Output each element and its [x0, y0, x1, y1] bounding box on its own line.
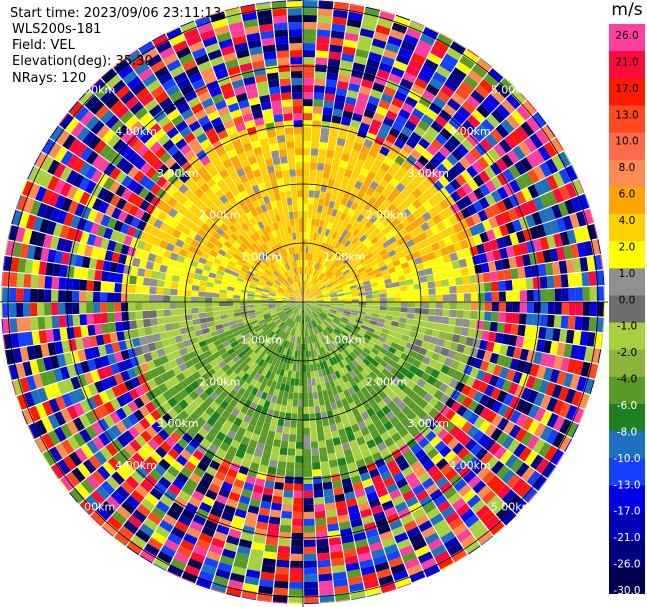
- colorbar-tick: -4.0: [617, 374, 638, 386]
- colorbar-tick: 8.0: [619, 162, 636, 174]
- colorbar-swatch: [609, 78, 645, 106]
- colorbar-swatch: [609, 458, 645, 486]
- range-label: 4.00km: [449, 459, 491, 472]
- colorbar-tick: -26.0: [613, 559, 640, 571]
- range-label: 4.00km: [449, 125, 491, 138]
- colorbar-swatch: [609, 159, 645, 188]
- colorbar-tick: -13.0: [613, 479, 640, 491]
- range-label: 2.00km: [199, 375, 241, 388]
- colorbar-tick: 21.0: [615, 56, 638, 68]
- range-label: 3.00km: [407, 417, 449, 430]
- range-label: 5.00km: [491, 83, 533, 96]
- start-time-label: Start time: 2023/09/06 23:11:13: [10, 6, 222, 21]
- colorbar-tick: 10.0: [615, 136, 638, 148]
- colorbar-swatch: [609, 295, 645, 324]
- instrument-label: WLS200s-181: [12, 22, 102, 37]
- range-label: 5.00km: [491, 501, 533, 514]
- range-label: 1.00km: [241, 334, 283, 347]
- colorbar-tick: -1.0: [617, 321, 638, 333]
- range-label: 3.00km: [157, 167, 199, 180]
- velocity-sectors: [1, 0, 605, 604]
- range-label: 2.00km: [199, 209, 241, 222]
- colorbar-swatch: [609, 566, 645, 594]
- range-label: 4.00km: [115, 459, 157, 472]
- colorbar-tick: -8.0: [617, 426, 638, 438]
- colorbar-tick: -6.0: [617, 400, 638, 412]
- range-label: 1.00km: [241, 250, 283, 263]
- colorbar-swatch: [609, 241, 645, 269]
- colorbar-tick: 6.0: [619, 189, 636, 201]
- colorbar-swatch: [609, 132, 645, 161]
- range-label: 2.00km: [366, 375, 408, 388]
- colorbar-tick: -21.0: [613, 532, 640, 544]
- range-labels: 1.00km 1.00km 1.00km 1.00km 2.00km 2.00km 2.00…: [74, 83, 533, 513]
- range-label: 2.00km: [366, 209, 408, 222]
- colorbar-unit: m/s: [611, 0, 643, 20]
- elevation-label: Elevation(deg): 35.30: [12, 54, 153, 69]
- colorbar-swatch: [609, 512, 645, 541]
- colorbar-tick: 2.0: [619, 241, 636, 253]
- range-label: 1.00km: [324, 334, 366, 347]
- colorbar-tick: 17.0: [615, 83, 638, 95]
- colorbar-swatch: [609, 322, 645, 351]
- colorbar-swatch: [609, 485, 645, 514]
- range-label: 3.00km: [407, 167, 449, 180]
- colorbar-tick: -10.0: [613, 453, 640, 465]
- colorbar-tick: 4.0: [619, 215, 636, 227]
- colorbar-tick: -2.0: [617, 347, 638, 359]
- colorbar-swatch: [609, 404, 645, 432]
- range-label: 5.00km: [74, 501, 116, 514]
- colorbar-swatch: [609, 349, 645, 378]
- range-label: 5.00km: [74, 83, 116, 96]
- field-label: Field: VEL: [12, 38, 75, 53]
- colorbar-swatch: [609, 51, 645, 79]
- colorbar-swatch: [609, 105, 645, 134]
- colorbar-swatch: [609, 24, 645, 52]
- range-label: 1.00km: [324, 250, 366, 263]
- colorbar-swatch: [609, 268, 645, 296]
- colorbar-tick: -17.0: [613, 506, 640, 518]
- colorbar-swatch: [609, 539, 645, 568]
- colorbar-tick: -30.0: [613, 585, 640, 594]
- nrays-label: NRays: 120: [12, 71, 87, 86]
- range-label: 3.00km: [157, 417, 199, 430]
- colorbar-swatch: [609, 214, 645, 242]
- colorbar-tick: 13.0: [615, 109, 638, 121]
- colorbar: 26.0 21.0 17.0 13.0 10.0 8.0 6.0 4.0 2.0 1.0 0.0 -1…: [609, 24, 645, 594]
- colorbar-tick: 1.0: [619, 268, 636, 280]
- colorbar-swatch: [609, 376, 645, 405]
- colorbar-swatch: [609, 186, 645, 215]
- range-label: 4.00km: [115, 125, 157, 138]
- crosshair-axes: [0, 0, 608, 607]
- colorbar-tick: 26.0: [615, 30, 638, 42]
- colorbar-tick: 0.0: [619, 294, 636, 306]
- colorbar-swatch: [609, 431, 645, 459]
